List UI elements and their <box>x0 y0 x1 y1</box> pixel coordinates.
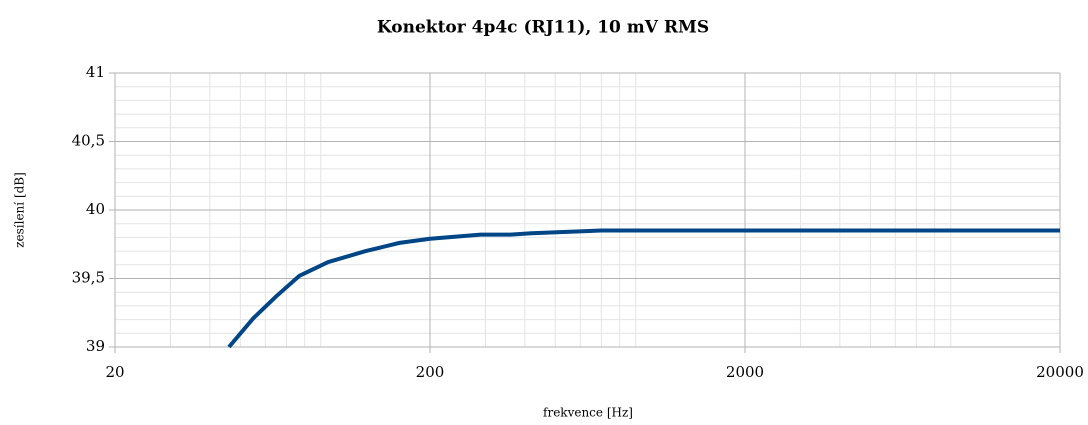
x-tick-label: 200 <box>416 363 445 381</box>
y-tick-label: 40,5 <box>72 132 105 150</box>
y-tick-label: 39 <box>86 337 105 355</box>
y-tick-label: 39,5 <box>72 269 105 287</box>
data-line <box>227 228 1060 349</box>
y-tick-label: 40 <box>86 200 105 218</box>
y-tick-label: 41 <box>86 63 105 81</box>
x-tick-label: 20000 <box>1036 363 1084 381</box>
chart-title: Konektor 4p4c (RJ11), 10 mV RMS <box>377 18 709 38</box>
y-axis-label: zesílení [dB] <box>13 172 27 248</box>
x-tick-label: 2000 <box>726 363 764 381</box>
x-tick-label: 20 <box>105 363 124 381</box>
x-axis-label: frekvence [Hz] <box>543 406 633 420</box>
